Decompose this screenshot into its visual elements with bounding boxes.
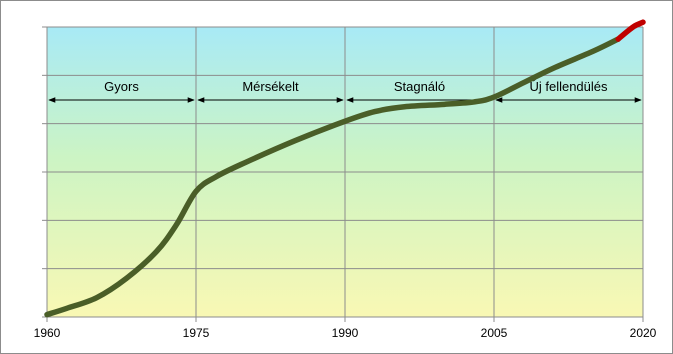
x-tick-label: 1975 — [183, 326, 210, 340]
x-axis-ticks: 1960 1975 1990 2005 2020 — [34, 326, 657, 340]
period-label: Gyors — [104, 79, 139, 94]
period-label: Új fellendülés — [529, 79, 608, 94]
period-label: Mérsékelt — [242, 79, 299, 94]
x-tick-label: 2005 — [481, 326, 508, 340]
series-lines — [44, 19, 646, 318]
vertical-gridlines — [46, 27, 644, 322]
period-label: Stagnáló — [394, 79, 445, 94]
x-tick-label: 2020 — [630, 326, 657, 340]
period-annotations: Gyors Mérsékelt Stagnáló Új fellendülés — [48, 79, 642, 103]
series-line-1 — [615, 19, 646, 42]
x-tick-label: 1960 — [34, 326, 61, 340]
y-axis-ticks — [42, 26, 47, 318]
x-tick-label: 1990 — [332, 326, 359, 340]
series-line-0 — [44, 36, 621, 318]
